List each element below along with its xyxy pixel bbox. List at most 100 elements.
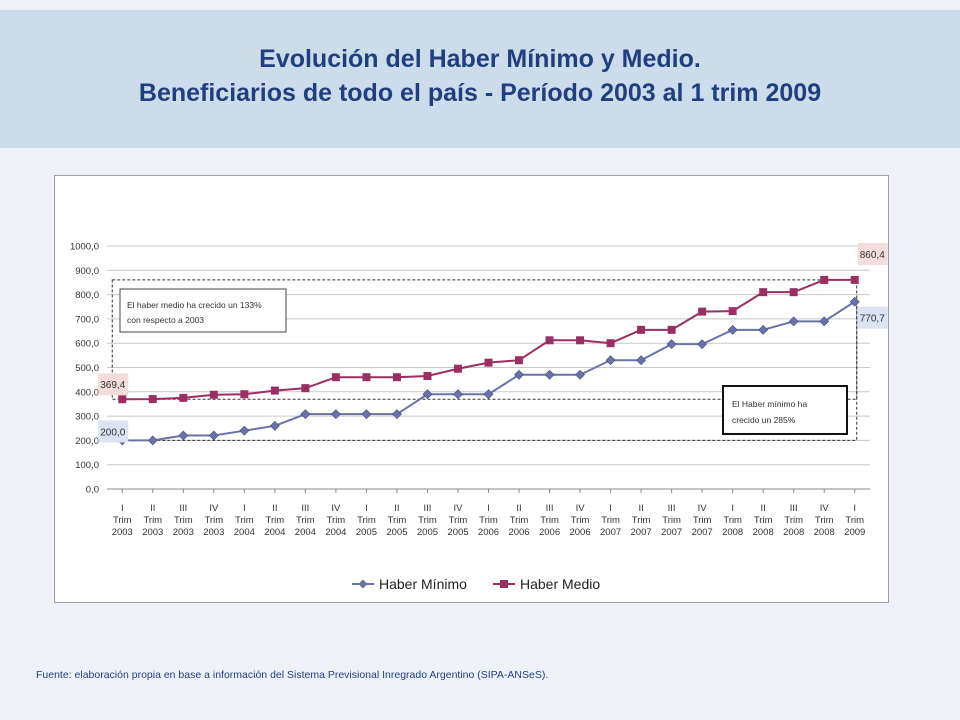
x-tick-label: 2008	[753, 527, 774, 538]
data-point-haber-medio	[545, 336, 554, 345]
data-point-haber-medio	[423, 372, 432, 381]
data-point-haber-medio	[759, 288, 768, 297]
x-tick-label: 2003	[203, 527, 224, 538]
annotation-text-minimo: El Haber mínimo ha	[732, 399, 807, 409]
x-tick-label: I	[487, 503, 490, 514]
x-tick-label: III	[301, 503, 309, 514]
data-point-haber-minimo	[636, 355, 647, 366]
data-point-haber-minimo	[239, 425, 250, 436]
annotation-text-medio: con respecto a 2003	[127, 315, 204, 325]
data-point-haber-medio	[667, 325, 676, 334]
page-subtitle: Beneficiarios de todo el país - Período …	[138, 79, 822, 107]
x-tick-label: Trim	[296, 515, 315, 526]
x-tick-label: Trim	[418, 515, 437, 526]
data-point-haber-minimo	[269, 420, 280, 431]
x-tick-label: Trim	[174, 515, 193, 526]
data-point-haber-medio	[362, 373, 371, 382]
x-tick-label: Trim	[479, 515, 498, 526]
x-tick-label: 2005	[447, 527, 468, 538]
x-tick-label: 2003	[142, 527, 163, 538]
data-point-haber-minimo	[819, 316, 830, 327]
x-tick-label: I	[731, 503, 734, 514]
data-point-haber-minimo	[788, 316, 799, 327]
data-point-haber-medio	[209, 390, 218, 399]
x-tick-label: 2004	[264, 527, 285, 538]
y-tick-label: 300,0	[75, 412, 99, 423]
x-tick-label: Trim	[723, 515, 742, 526]
x-tick-label: 2006	[539, 527, 560, 538]
x-tick-label: 2006	[478, 527, 499, 538]
x-tick-label: I	[853, 503, 856, 514]
x-tick-label: IV	[820, 503, 830, 514]
annotation-text-minimo: crecido un 285%	[732, 415, 796, 425]
x-tick-label: II	[761, 503, 766, 514]
x-tick-label: II	[272, 503, 277, 514]
x-tick-label: Trim	[266, 515, 285, 526]
data-point-haber-minimo	[147, 435, 158, 446]
x-tick-label: IV	[698, 503, 708, 514]
x-tick-label: 2007	[631, 527, 652, 538]
x-tick-label: I	[609, 503, 612, 514]
x-tick-label: 2005	[417, 527, 438, 538]
x-tick-label: 2007	[600, 527, 621, 538]
x-tick-label: Trim	[449, 515, 468, 526]
x-tick-label: III	[668, 503, 676, 514]
x-tick-label: I	[365, 503, 368, 514]
x-tick-label: 2008	[783, 527, 804, 538]
y-tick-label: 200,0	[75, 436, 99, 447]
x-tick-label: 2003	[173, 527, 194, 538]
x-tick-label: Trim	[632, 515, 651, 526]
data-point-haber-minimo	[178, 430, 189, 441]
data-point-haber-minimo	[300, 409, 311, 420]
x-tick-label: 2008	[814, 527, 835, 538]
x-tick-label: Trim	[388, 515, 407, 526]
x-tick-label: Trim	[571, 515, 590, 526]
x-tick-label: Trim	[357, 515, 376, 526]
data-point-haber-medio	[515, 356, 524, 365]
x-tick-label: 2005	[356, 527, 377, 538]
data-point-haber-medio	[789, 288, 798, 297]
x-tick-label: Trim	[113, 515, 132, 526]
data-point-haber-minimo	[697, 339, 708, 350]
data-label: 860,4	[860, 250, 885, 261]
x-tick-label: 2004	[325, 527, 346, 538]
y-tick-label: 100,0	[75, 460, 99, 471]
x-tick-label: IV	[576, 503, 586, 514]
data-point-haber-medio	[637, 325, 646, 334]
x-tick-label: II	[394, 503, 399, 514]
data-point-haber-medio	[301, 384, 310, 393]
data-point-haber-minimo	[330, 409, 341, 420]
data-label-bg	[98, 420, 129, 443]
data-point-haber-medio	[392, 373, 401, 382]
x-tick-label: 2007	[661, 527, 682, 538]
data-label-bg	[857, 242, 888, 265]
annotation-box-medio	[119, 288, 287, 333]
data-point-haber-minimo	[727, 324, 738, 335]
x-tick-label: 2006	[569, 527, 590, 538]
x-tick-label: I	[121, 503, 124, 514]
y-tick-label: 500,0	[75, 363, 99, 374]
data-point-haber-medio	[698, 307, 707, 316]
x-tick-label: III	[423, 503, 431, 514]
x-tick-label: III	[790, 503, 798, 514]
data-point-haber-minimo	[361, 409, 372, 420]
top-stripe	[0, 0, 960, 10]
legend-marker-haber-medio	[500, 580, 508, 588]
data-point-haber-medio	[484, 358, 493, 367]
x-tick-label: II	[150, 503, 155, 514]
data-point-haber-minimo	[758, 324, 769, 335]
annotation-text-medio: El haber medio ha crecido un 133%	[127, 300, 262, 310]
data-point-haber-medio	[606, 339, 615, 348]
page-title: Evolución del Haber Mínimo y Medio.	[259, 45, 701, 73]
x-tick-label: Trim	[754, 515, 773, 526]
x-tick-label: III	[546, 503, 554, 514]
data-point-haber-medio	[331, 373, 340, 382]
x-tick-label: Trim	[815, 515, 834, 526]
data-point-haber-minimo	[483, 389, 494, 400]
data-point-haber-medio	[148, 395, 157, 404]
chart-container: 0,0 100,0 200,0 300,0 400,0 500,0 600,0 700,0 80…	[54, 175, 889, 603]
data-label: 200,0	[100, 427, 125, 438]
x-tick-label: Trim	[204, 515, 223, 526]
x-tick-label: III	[179, 503, 187, 514]
data-point-haber-minimo	[392, 409, 402, 420]
